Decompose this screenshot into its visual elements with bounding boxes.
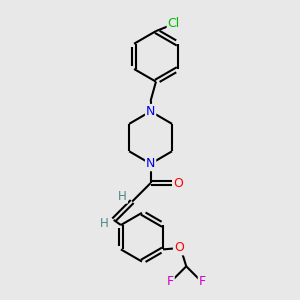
Text: F: F xyxy=(199,275,206,288)
Text: H: H xyxy=(118,190,127,203)
Text: N: N xyxy=(146,105,155,118)
Text: O: O xyxy=(174,242,184,254)
Text: O: O xyxy=(174,177,184,190)
Text: Cl: Cl xyxy=(168,16,180,30)
Text: F: F xyxy=(167,275,174,288)
Text: H: H xyxy=(100,217,109,230)
Text: N: N xyxy=(146,157,155,170)
